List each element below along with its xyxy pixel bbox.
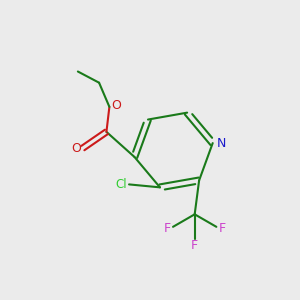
Text: F: F [219, 222, 226, 235]
Text: F: F [164, 222, 171, 235]
Text: N: N [216, 136, 226, 150]
Text: Cl: Cl [115, 178, 127, 191]
Text: O: O [111, 99, 121, 112]
Text: O: O [71, 142, 81, 154]
Text: F: F [191, 239, 198, 252]
